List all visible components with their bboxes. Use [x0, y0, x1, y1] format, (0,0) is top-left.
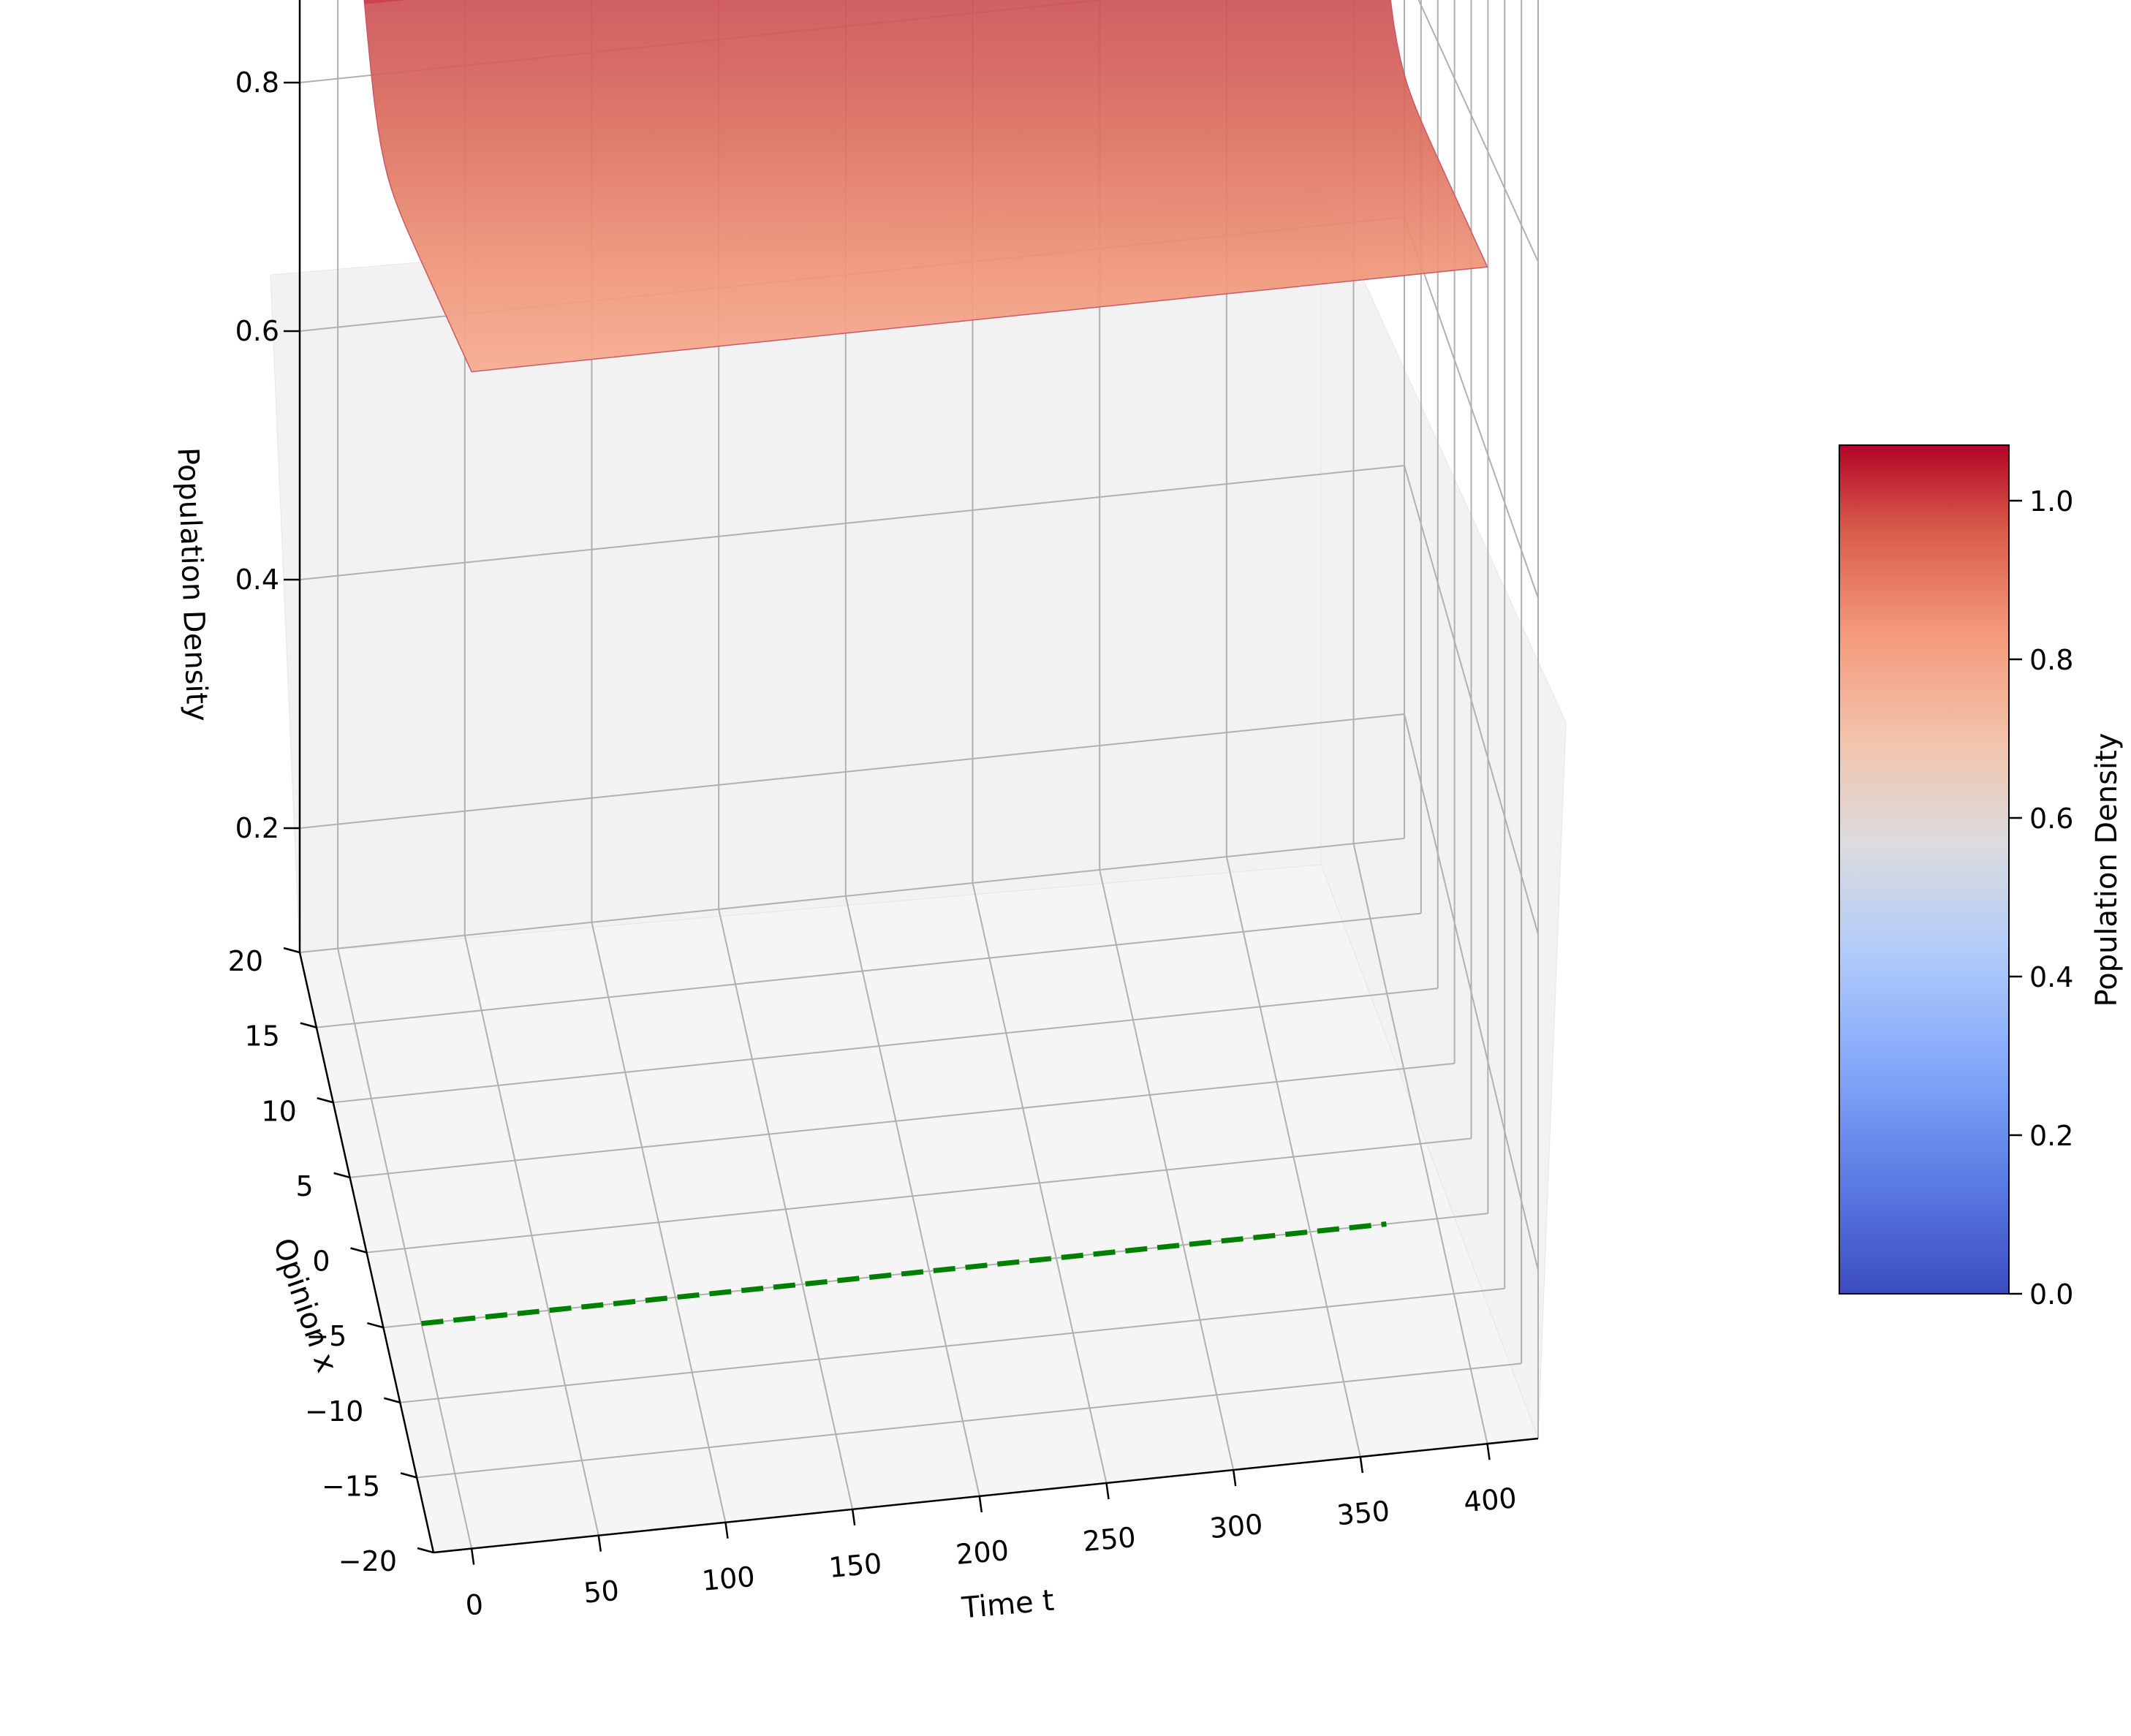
y-tick-tick: [417, 1547, 434, 1554]
x-tick-tick: [1232, 1469, 1237, 1487]
x-tick-label: 0: [464, 1588, 485, 1622]
y-tick-label: −20: [338, 1545, 397, 1577]
x-tick-tick: [724, 1522, 729, 1539]
colorbar-tick-label: 0.6: [2029, 803, 2073, 835]
x-tick-tick: [470, 1548, 475, 1565]
y-axis-title: Opinion x: [267, 1234, 344, 1376]
y-tick-label: 5: [295, 1170, 313, 1202]
x-tick-label: 50: [583, 1574, 621, 1610]
line-layer: [421, 1221, 1387, 1327]
x-tick-label: 100: [700, 1561, 756, 1597]
z-tick-label: 0.6: [235, 315, 279, 347]
surface-patch: [363, 0, 1488, 373]
y-tick-tick: [300, 1022, 317, 1028]
x-tick-tick: [978, 1496, 983, 1513]
colorbar-tick-label: 1.0: [2029, 485, 2073, 518]
floor-pane: [299, 864, 1539, 1553]
colorbar-tick-label: 0.8: [2029, 644, 2073, 676]
colorbar-tick-label: 0.2: [2029, 1120, 2073, 1152]
axes-layer: 0 50 100 150 200 250 300 350 40020151050−5−10−15…: [228, 0, 1539, 1622]
y-tick-label: 20: [228, 945, 263, 977]
colorbar: 1.0 0.8 0.6 0.4 0.2 0.0 Population Density: [1839, 444, 2124, 1311]
z-tick-label: 0.8: [235, 67, 279, 99]
colorbar-tick-label: 0.4: [2029, 961, 2073, 993]
y-tick-label: 15: [245, 1020, 280, 1053]
colorbar-ticks: 1.0 0.8 0.6 0.4 0.2 0.0: [2009, 485, 2073, 1311]
density-surface: [363, 0, 1488, 373]
z-axis-title: Population Density: [170, 447, 213, 721]
x-tick-label: 400: [1462, 1482, 1518, 1518]
y-tick-label: −15: [322, 1470, 380, 1502]
y-tick-tick: [317, 1097, 334, 1104]
y-tick-tick: [400, 1472, 417, 1479]
x-tick-tick: [1105, 1482, 1110, 1500]
z-tick-label: 0.2: [235, 812, 279, 844]
x-tick-label: 350: [1336, 1495, 1391, 1531]
series-line: [421, 1221, 1387, 1327]
x-tick-tick: [597, 1535, 602, 1552]
y-tick-label: 10: [261, 1095, 296, 1127]
colorbar-tick-label: 0.0: [2029, 1278, 2073, 1311]
y-tick-tick: [367, 1322, 384, 1329]
colorbar-gradient: [1839, 444, 2010, 1295]
x-tick-tick: [1486, 1444, 1491, 1460]
x-axis-title: Time t: [960, 1584, 1056, 1626]
y-tick-tick: [283, 947, 300, 954]
colorbar-label: Population Density: [2090, 733, 2124, 1007]
y-tick-tick: [383, 1397, 401, 1403]
y-tick-label: 0: [312, 1246, 330, 1278]
y-tick-label: −10: [305, 1395, 363, 1428]
surface-ridge: [364, 0, 406, 4]
x-tick-label: 300: [1208, 1508, 1264, 1544]
y-tick-tick: [350, 1247, 367, 1254]
x-tick-label: 150: [828, 1547, 883, 1584]
z-tick-label: 0.4: [235, 564, 279, 596]
x-tick-label: 200: [955, 1534, 1010, 1571]
y-tick-tick: [333, 1172, 350, 1179]
x-axis-line: [433, 1437, 1539, 1554]
y-tick-label: −5: [306, 1320, 347, 1352]
x-tick-tick: [851, 1509, 856, 1525]
x-tick-tick: [1359, 1456, 1364, 1474]
x-tick-label: 250: [1081, 1521, 1137, 1558]
